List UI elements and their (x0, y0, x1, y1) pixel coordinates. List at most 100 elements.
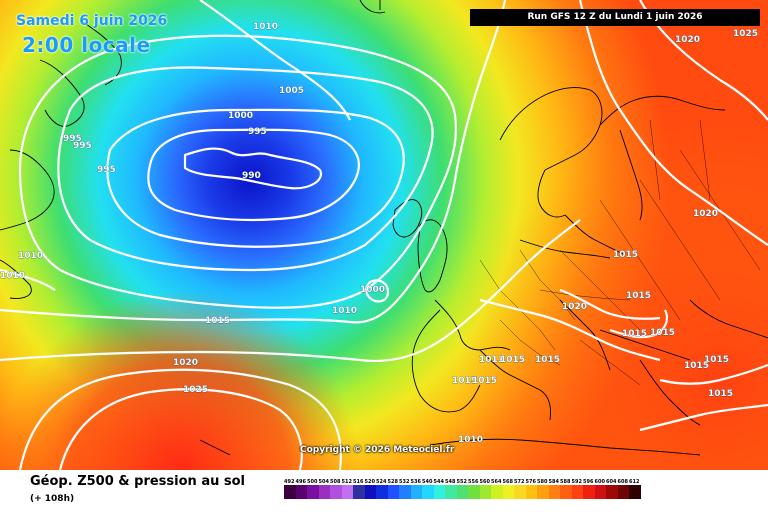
color-scale-label: 568 (502, 479, 513, 485)
color-scale-label: 536 (410, 479, 421, 485)
isobars (0, 0, 768, 470)
isobar-label: 1005 (279, 86, 304, 96)
legend-footer: Géop. Z500 & pression au sol (+ 108h) 49… (0, 470, 768, 512)
isobar-label: 1015 (205, 316, 230, 326)
isobar-label: 1020 (173, 358, 198, 368)
color-scale-label: 540 (422, 479, 433, 485)
color-scale-label: 592 (571, 479, 582, 485)
isobar-label: 1020 (693, 209, 718, 219)
color-scale-label: 604 (606, 479, 617, 485)
isobar-labels: 1010 1005 1000 995 995 995 995 990 1010 … (0, 22, 758, 446)
color-scale-swatch (571, 485, 583, 499)
color-scale-swatch (491, 485, 503, 499)
color-scale-swatch (583, 485, 595, 499)
color-scale-swatches (284, 485, 641, 499)
isobar-label: 1015 (613, 250, 638, 260)
color-scale-label: 588 (560, 479, 571, 485)
coastlines (0, 0, 768, 456)
isobar-label: 1015 (650, 328, 675, 338)
forecast-time: 2:00 locale (22, 33, 151, 57)
color-scale-label: 608 (617, 479, 628, 485)
color-scale-swatch (560, 485, 572, 499)
color-scale-swatch (606, 485, 618, 499)
color-scale-label: 500 (307, 479, 318, 485)
isobar-label: 1015 (472, 376, 497, 386)
color-scale-label: 544 (433, 479, 444, 485)
color-scale-label: 560 (479, 479, 490, 485)
isobar-label: 995 (63, 134, 82, 144)
color-scale-label: 516 (353, 479, 364, 485)
run-info-banner: Run GFS 12 Z du Lundi 1 juin 2026 (470, 9, 760, 26)
isobar-label: 1010 (18, 251, 43, 261)
color-scale-swatch (399, 485, 411, 499)
color-scale-swatch (330, 485, 342, 499)
color-scale-label: 524 (376, 479, 387, 485)
color-scale-label: 556 (468, 479, 479, 485)
isobar-label: 1010 (458, 435, 483, 445)
isobar-label: 1010 (0, 271, 25, 281)
isobar-label: 1000 (228, 111, 253, 121)
color-scale-label: 492 (284, 479, 295, 485)
isobar-label: 1020 (562, 302, 587, 312)
isobar-label: 1025 (733, 29, 758, 39)
map-canvas: 1010 1005 1000 995 995 995 995 990 1010 … (0, 0, 768, 470)
color-scale-label: 504 (318, 479, 329, 485)
isobar-label: 1015 (535, 355, 560, 365)
copyright-text: Copyright © 2026 Meteociel.fr (300, 445, 455, 455)
weather-map: 1010 1005 1000 995 995 995 995 990 1010 … (0, 0, 768, 470)
color-scale-label: 564 (491, 479, 502, 485)
isobar-label: 1015 (500, 355, 525, 365)
color-scale-swatch (422, 485, 434, 499)
color-scale-swatch (456, 485, 468, 499)
east-warm-field (0, 0, 768, 470)
isobar-label: 1010 (332, 306, 357, 316)
color-scale-swatch (307, 485, 319, 499)
color-scale-label: 508 (330, 479, 341, 485)
color-scale-label: 552 (456, 479, 467, 485)
color-scale-swatch (318, 485, 330, 499)
color-scale-swatch (364, 485, 376, 499)
color-scale-label: 532 (399, 479, 410, 485)
isobar-label: 995 (97, 165, 116, 175)
isobar-label: 1015 (684, 361, 709, 371)
color-scale-label: 528 (387, 479, 398, 485)
color-scale-swatch (433, 485, 445, 499)
color-scale-swatch (525, 485, 537, 499)
isobar-label: 995 (248, 127, 267, 137)
color-scale-label: 576 (525, 479, 536, 485)
color-scale-label: 600 (594, 479, 605, 485)
color-scale-swatch (594, 485, 606, 499)
color-scale-swatch (629, 485, 641, 499)
isobar-label: 1025 (183, 385, 208, 395)
color-scale-swatch (387, 485, 399, 499)
isobar-label: 995 (73, 141, 92, 151)
isobar-label: 1020 (675, 35, 700, 45)
color-scale-swatch (295, 485, 307, 499)
color-scale-label: 572 (514, 479, 525, 485)
isobar-label: 990 (242, 171, 261, 181)
color-scale-swatch (617, 485, 629, 499)
isobar-label: 1015 (622, 329, 647, 339)
color-scale-label: 612 (629, 479, 640, 485)
color-scale-labels: 492 496 500 504 508 512 516 520 524 528 532 536 540 5… (284, 479, 641, 485)
legend-subtitle: (+ 108h) (30, 494, 75, 504)
color-scale-swatch (537, 485, 549, 499)
color-scale: 492 496 500 504 508 512 516 520 524 528 532 536 540 5… (284, 479, 641, 499)
color-scale-label: 596 (583, 479, 594, 485)
isobar-label: 1015 (704, 355, 729, 365)
isobar-label: 1011 (479, 355, 504, 365)
isobar-label: 1015 (626, 291, 651, 301)
isobar-label: 1015 (452, 376, 477, 386)
color-scale-swatch (353, 485, 365, 499)
color-scale-swatch (479, 485, 491, 499)
color-scale-swatch (445, 485, 457, 499)
isobar-label: 1000 (360, 285, 385, 295)
color-scale-label: 512 (341, 479, 352, 485)
color-scale-label: 584 (548, 479, 559, 485)
color-scale-label: 580 (537, 479, 548, 485)
isobar-label: 1015 (708, 389, 733, 399)
color-scale-label: 520 (364, 479, 375, 485)
color-scale-swatch (548, 485, 560, 499)
color-scale-swatch (468, 485, 480, 499)
forecast-date: Samedi 6 juin 2026 (16, 13, 168, 29)
